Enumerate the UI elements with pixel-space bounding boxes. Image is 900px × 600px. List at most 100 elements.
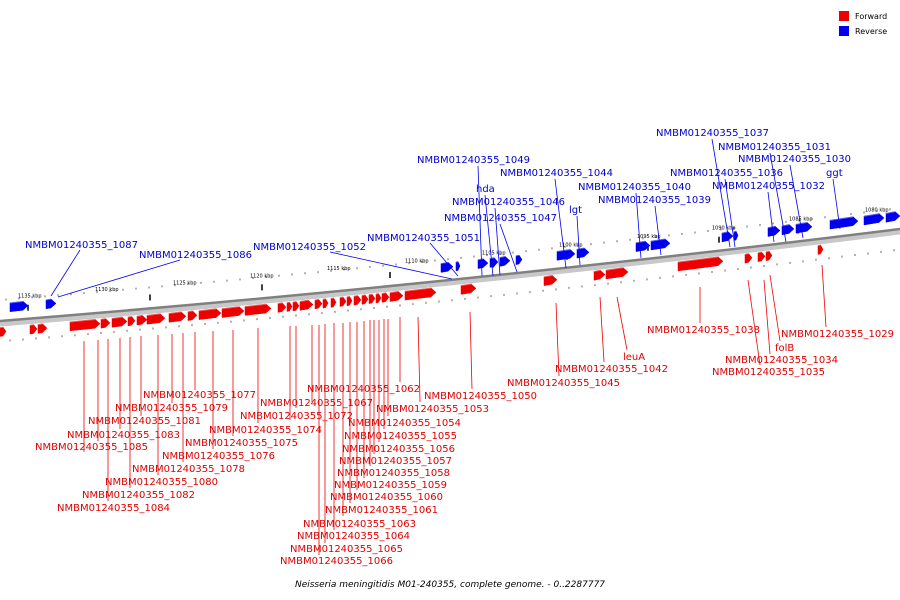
forward-gene — [543, 275, 558, 286]
forward-gene — [353, 295, 362, 306]
rev-label[interactable]: NMBM01240355_1032 — [712, 181, 825, 192]
fwd-label[interactable]: NMBM01240355_1042 — [555, 364, 668, 375]
rev-label[interactable]: hda — [476, 184, 495, 195]
scale-tick-label: 1110 kbp — [405, 259, 429, 265]
fwd-label[interactable]: NMBM01240355_1082 — [82, 490, 195, 501]
gene-highlight — [515, 254, 520, 257]
fwd-label[interactable]: NMBM01240355_1056 — [342, 444, 455, 455]
rev-label[interactable]: ggt — [826, 168, 843, 179]
fwd-label[interactable]: NMBM01240355_1053 — [376, 404, 489, 415]
fwd-label[interactable]: NMBM01240355_1077 — [143, 390, 256, 401]
gene-highlight — [314, 298, 319, 301]
forward-gene — [221, 306, 245, 318]
reverse-gene — [733, 230, 739, 241]
rev-label[interactable]: NMBM01240355_1047 — [444, 213, 557, 224]
gene-highlight — [885, 210, 896, 214]
gene-highlight — [37, 322, 43, 326]
fwd-label[interactable]: NMBM01240355_1067 — [260, 398, 373, 409]
gene-highlight — [404, 287, 432, 292]
fwd-label[interactable]: NMBM01240355_1074 — [209, 425, 322, 436]
rev-label[interactable]: NMBM01240355_1051 — [367, 233, 480, 244]
rev-label[interactable]: NMBM01240355_1031 — [718, 142, 831, 153]
fwd-label[interactable]: NMBM01240355_1085 — [35, 442, 148, 453]
fwd-label[interactable]: NMBM01240355_1034 — [725, 355, 838, 366]
scale-tick-label: 1125 kbp — [173, 280, 197, 286]
fwd-label[interactable]: NMBM01240355_1080 — [105, 477, 218, 488]
rev-label[interactable]: NMBM01240355_1087 — [25, 240, 138, 251]
label-connector — [599, 296, 605, 363]
gene-highlight — [100, 317, 106, 320]
forward-gene — [339, 296, 347, 307]
fwd-label[interactable]: NMBM01240355_1084 — [57, 503, 170, 514]
fwd-label[interactable]: NMBM01240355_1065 — [290, 544, 403, 555]
fwd-label[interactable]: leuA — [623, 352, 645, 363]
rev-label[interactable]: NMBM01240355_1030 — [738, 154, 851, 165]
gene-highlight — [765, 250, 770, 253]
gene-highlight — [543, 274, 553, 278]
fwd-label[interactable]: NMBM01240355_1035 — [712, 367, 825, 378]
fwd-label[interactable]: NMBM01240355_1058 — [337, 468, 450, 479]
legend-swatch-reverse — [839, 26, 849, 36]
forward-gene — [375, 293, 382, 304]
reverse-gene — [885, 211, 900, 223]
fwd-label[interactable]: NMBM01240355_1062 — [307, 384, 420, 395]
fwd-label[interactable]: NMBM01240355_1083 — [67, 430, 180, 441]
label-connector — [417, 316, 421, 403]
rev-label[interactable]: NMBM01240355_1037 — [656, 128, 769, 139]
fwd-label[interactable]: NMBM01240355_1078 — [132, 464, 245, 475]
forward-gene — [381, 292, 390, 303]
fwd-label[interactable]: NMBM01240355_1054 — [348, 418, 461, 429]
fwd-label[interactable]: NMBM01240355_1059 — [334, 480, 447, 491]
label-connector — [769, 274, 781, 342]
gene-highlight — [292, 300, 297, 303]
forward-gene — [765, 250, 773, 262]
rev-label[interactable]: NMBM01240355_1052 — [253, 242, 366, 253]
gene-highlight — [127, 315, 132, 318]
rev-label[interactable]: lgt — [569, 205, 582, 216]
fwd-label[interactable]: NMBM01240355_1061 — [325, 505, 438, 516]
fwd-label[interactable]: NMBM01240355_1038 — [647, 325, 760, 336]
legend: Forward Reverse — [839, 11, 887, 36]
fwd-label[interactable]: NMBM01240355_1075 — [185, 438, 298, 449]
fwd-label[interactable]: NMBM01240355_1081 — [88, 416, 201, 427]
rev-label[interactable]: NMBM01240355_1039 — [598, 195, 711, 206]
label-connector — [832, 178, 841, 230]
label-connector — [50, 249, 81, 297]
forward-gene — [744, 253, 753, 264]
label-connector — [576, 215, 581, 266]
fwd-label[interactable]: NMBM01240355_1066 — [280, 556, 393, 567]
fwd-label[interactable]: NMBM01240355_1063 — [303, 519, 416, 530]
genome-caption: Neisseria meningitidis M01-240355, compl… — [295, 580, 605, 590]
fwd-label[interactable]: NMBM01240355_1050 — [424, 391, 537, 402]
fwd-label[interactable]: NMBM01240355_1079 — [115, 403, 228, 414]
fwd-label[interactable]: NMBM01240355_1076 — [162, 451, 275, 462]
fwd-label[interactable]: folB — [775, 343, 794, 354]
forward-gene — [314, 298, 323, 310]
fwd-label[interactable]: NMBM01240355_1055 — [344, 431, 457, 442]
fwd-label[interactable]: NMBM01240355_1057 — [339, 456, 452, 467]
rev-label[interactable]: NMBM01240355_1049 — [417, 155, 530, 166]
fwd-label[interactable]: NMBM01240355_1045 — [507, 378, 620, 389]
rev-label[interactable]: NMBM01240355_1036 — [670, 168, 783, 179]
forward-gene — [111, 316, 128, 328]
forward-gene — [69, 318, 101, 332]
gene-highlight — [477, 257, 484, 261]
fwd-label[interactable]: NMBM01240355_1060 — [330, 492, 443, 503]
forward-gene — [0, 326, 7, 337]
rev-label[interactable]: NMBM01240355_1044 — [500, 168, 613, 179]
fwd-label[interactable]: NMBM01240355_1064 — [297, 531, 410, 542]
rev-label[interactable]: NMBM01240355_1040 — [578, 182, 691, 193]
gene-highlight — [339, 296, 344, 299]
fwd-label[interactable]: NMBM01240355_1072 — [240, 411, 353, 422]
fwd-label[interactable]: NMBM01240355_1029 — [781, 329, 894, 340]
forward-gene — [100, 318, 111, 329]
forward-gene — [361, 294, 369, 305]
rev-label[interactable]: NMBM01240355_1046 — [452, 197, 565, 208]
label-connector — [769, 152, 787, 243]
gene-highlight — [221, 305, 240, 310]
forward-gene — [299, 299, 314, 311]
reverse-gene — [45, 298, 57, 310]
rev-label[interactable]: NMBM01240355_1086 — [139, 250, 252, 261]
reverse-gene — [9, 300, 29, 312]
